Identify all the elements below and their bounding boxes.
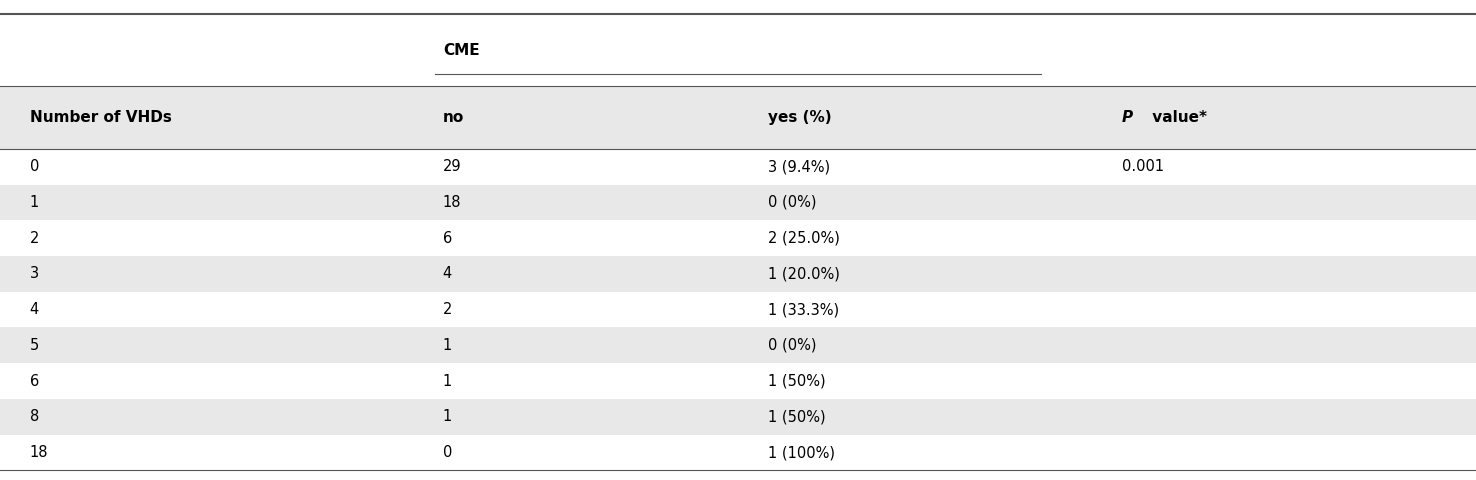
FancyBboxPatch shape: [0, 149, 1476, 184]
FancyBboxPatch shape: [0, 256, 1476, 292]
Text: 1 (33.3%): 1 (33.3%): [768, 302, 838, 317]
Text: 4: 4: [443, 266, 452, 281]
Text: 2: 2: [30, 230, 38, 246]
Text: yes (%): yes (%): [768, 110, 831, 125]
Text: value*: value*: [1147, 110, 1207, 125]
Text: CME: CME: [443, 43, 480, 58]
Text: 1: 1: [443, 338, 452, 353]
FancyBboxPatch shape: [0, 292, 1476, 327]
Text: 4: 4: [30, 302, 38, 317]
Text: 1: 1: [30, 195, 38, 210]
Text: 18: 18: [30, 445, 49, 460]
Text: 6: 6: [443, 230, 452, 246]
Text: 0 (0%): 0 (0%): [768, 338, 816, 353]
Text: 29: 29: [443, 159, 462, 174]
FancyBboxPatch shape: [0, 363, 1476, 399]
Text: 1: 1: [443, 373, 452, 389]
FancyBboxPatch shape: [0, 220, 1476, 256]
Text: 1 (50%): 1 (50%): [768, 373, 825, 389]
Text: 0: 0: [443, 445, 452, 460]
Text: 0.001: 0.001: [1122, 159, 1165, 174]
Text: Number of VHDs: Number of VHDs: [30, 110, 171, 125]
Text: 1: 1: [443, 409, 452, 424]
Text: 6: 6: [30, 373, 38, 389]
Text: 5: 5: [30, 338, 38, 353]
Text: 2: 2: [443, 302, 452, 317]
Text: no: no: [443, 110, 463, 125]
Text: 0 (0%): 0 (0%): [768, 195, 816, 210]
FancyBboxPatch shape: [0, 435, 1476, 470]
Text: P: P: [1122, 110, 1134, 125]
FancyBboxPatch shape: [0, 86, 1476, 149]
Text: 1 (100%): 1 (100%): [768, 445, 834, 460]
Text: 3: 3: [30, 266, 38, 281]
FancyBboxPatch shape: [0, 399, 1476, 435]
FancyBboxPatch shape: [0, 184, 1476, 220]
Text: 3 (9.4%): 3 (9.4%): [768, 159, 830, 174]
Text: 18: 18: [443, 195, 462, 210]
Text: 2 (25.0%): 2 (25.0%): [768, 230, 840, 246]
Text: 0: 0: [30, 159, 38, 174]
FancyBboxPatch shape: [0, 327, 1476, 363]
Text: 1 (50%): 1 (50%): [768, 409, 825, 424]
Text: 8: 8: [30, 409, 38, 424]
Text: 1 (20.0%): 1 (20.0%): [768, 266, 840, 281]
